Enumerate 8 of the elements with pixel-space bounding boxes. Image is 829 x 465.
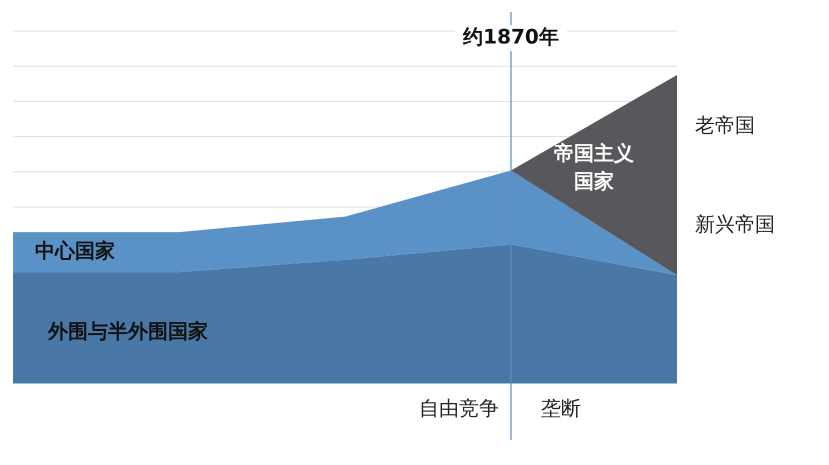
series-label: 外围与半外围国家: [47, 319, 208, 344]
series-label: 中心国家: [35, 238, 115, 263]
text: 约1870年: [462, 24, 559, 48]
text: 新兴帝国: [695, 212, 775, 236]
text: 垄断: [541, 396, 581, 420]
text: 老帝国: [695, 113, 755, 138]
series-label: 帝国主义国家: [554, 140, 634, 193]
text: 自由竞争: [419, 396, 499, 420]
